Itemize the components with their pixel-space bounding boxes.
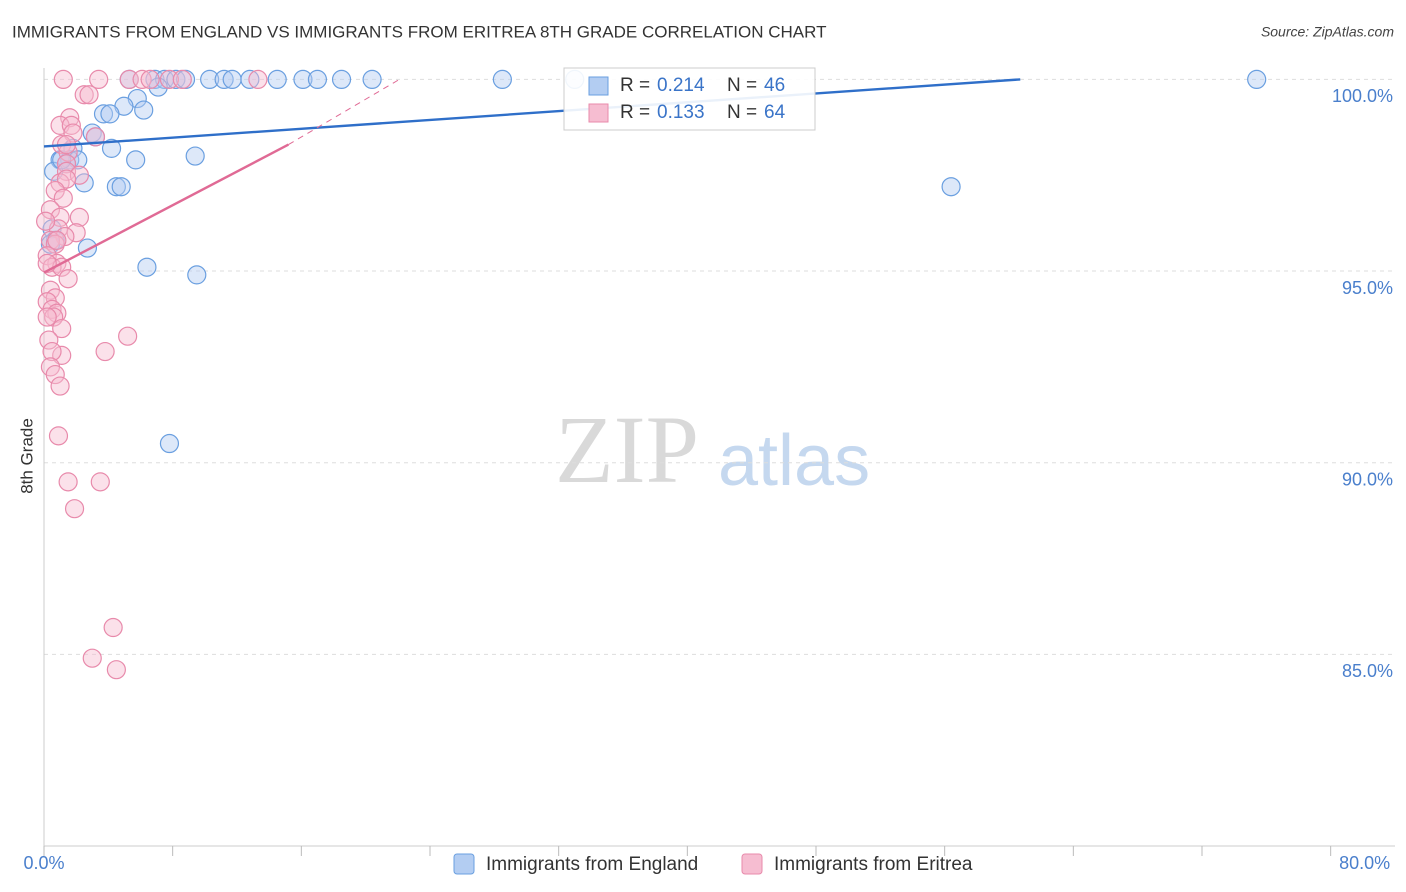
point: [89, 69, 109, 90]
point: [52, 345, 72, 365]
source: Source: ZipAtlas.com: [1261, 24, 1394, 40]
point: [200, 69, 220, 90]
point: [58, 472, 78, 492]
point: [137, 257, 157, 277]
point: [331, 69, 352, 90]
point: [140, 69, 160, 90]
point: [69, 207, 89, 227]
legend-n-value: 46: [764, 75, 785, 96]
point: [187, 265, 207, 285]
point: [45, 364, 65, 385]
point: [58, 269, 78, 289]
point: [60, 108, 80, 128]
point: [90, 472, 110, 492]
legend-swatch: [741, 853, 763, 875]
y-tick-label: 95.0%: [1342, 278, 1393, 298]
y-tick-label: 90.0%: [1342, 469, 1393, 489]
point: [159, 433, 180, 454]
chart-title: IMMIGRANTS FROM ENGLAND VS IMMIGRANTS FR…: [12, 22, 827, 41]
point: [100, 104, 120, 124]
point: [82, 648, 102, 668]
point: [103, 617, 123, 638]
x-tick-label: 80.0%: [1339, 853, 1390, 873]
point: [362, 69, 382, 90]
legend-swatch: [453, 853, 475, 875]
point: [64, 499, 85, 519]
point: [37, 307, 57, 327]
point: [941, 177, 961, 197]
point: [1247, 69, 1267, 90]
y-tick-label: 85.0%: [1342, 661, 1393, 681]
point: [45, 180, 65, 201]
legend-r-label: R =: [620, 102, 650, 123]
trend-line: [43, 143, 290, 274]
point: [307, 69, 328, 90]
point: [48, 426, 69, 446]
point: [248, 69, 268, 90]
point: [240, 69, 260, 90]
legend-label: Immigrants from England: [486, 854, 698, 875]
point: [44, 307, 64, 327]
point: [42, 341, 62, 362]
point: [47, 230, 67, 250]
point: [134, 100, 154, 120]
legend-swatch: [588, 103, 609, 123]
point: [106, 660, 126, 680]
point: [52, 318, 72, 339]
point: [185, 146, 205, 166]
point: [148, 77, 168, 97]
point: [492, 69, 512, 90]
watermark: atlas: [718, 421, 870, 501]
x-tick-label: 0.0%: [23, 853, 64, 873]
point: [126, 150, 146, 170]
trend-line: [43, 78, 1021, 148]
point: [74, 85, 94, 105]
legend-r-value: 0.214: [657, 75, 705, 96]
legend-label: Immigrants from Eritrea: [774, 854, 973, 875]
point: [56, 161, 77, 181]
point: [37, 246, 57, 266]
point: [36, 211, 56, 231]
point: [222, 69, 242, 90]
point: [101, 138, 122, 158]
point: [118, 326, 138, 346]
point: [79, 85, 99, 105]
legend-n-value: 64: [764, 102, 786, 123]
point: [40, 200, 61, 220]
point: [132, 69, 152, 90]
y-tick-label: 100.0%: [1332, 86, 1393, 106]
point: [166, 69, 186, 90]
point: [61, 115, 81, 135]
legend-r-value: 0.133: [657, 102, 705, 123]
point: [69, 165, 89, 185]
legend-r-label: R =: [620, 75, 650, 96]
point: [172, 69, 192, 90]
watermark: ZIP: [555, 396, 699, 503]
point: [293, 69, 313, 90]
trend-line-extension: [288, 78, 400, 145]
point: [63, 123, 83, 143]
point: [106, 177, 126, 197]
point: [53, 69, 73, 90]
point: [267, 69, 287, 90]
points: [36, 69, 1267, 680]
point: [50, 376, 70, 396]
point: [111, 177, 131, 197]
point: [68, 150, 88, 170]
point: [53, 188, 73, 208]
point: [66, 223, 86, 243]
legend-n-label: N =: [727, 102, 757, 123]
y-axis-label: 8th Grade: [17, 418, 36, 494]
legend-n-label: N =: [727, 75, 757, 96]
legend-swatch: [588, 76, 609, 96]
point: [56, 154, 77, 174]
point: [95, 341, 115, 362]
point: [214, 69, 234, 90]
point: [56, 169, 77, 189]
point: [93, 104, 114, 124]
point: [39, 330, 59, 350]
point: [85, 127, 106, 147]
